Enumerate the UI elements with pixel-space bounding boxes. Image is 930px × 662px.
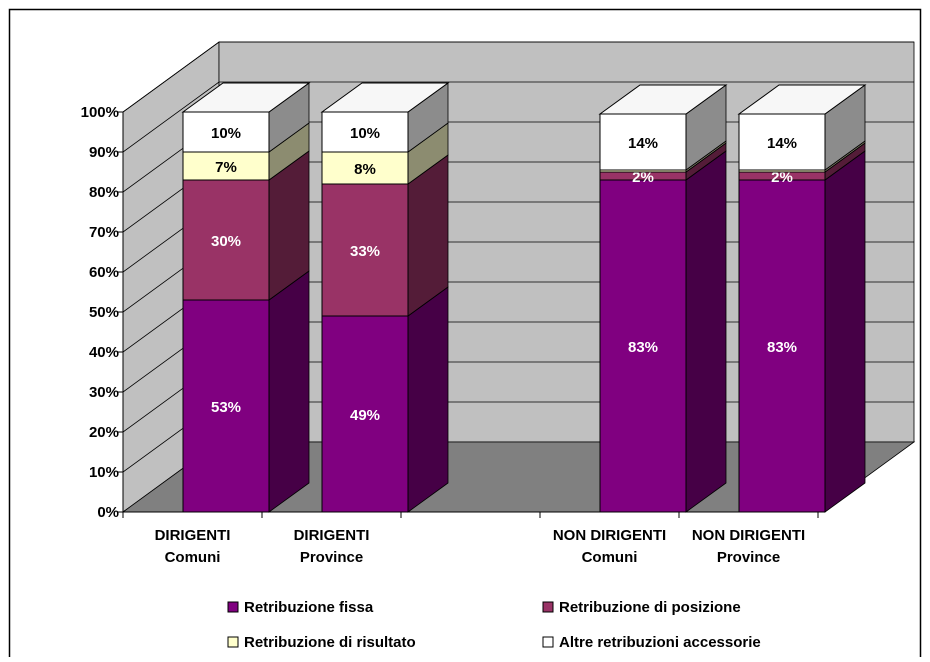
bar-segment bbox=[182, 179, 270, 301]
bar-top bbox=[181, 82, 311, 113]
legend-label: Altre retribuzioni accessorie bbox=[559, 634, 761, 651]
y-tick-label: 10% bbox=[89, 464, 119, 481]
y-tick-label: 0% bbox=[97, 504, 119, 521]
data-label: 83% bbox=[628, 339, 658, 356]
x-tick-label: Province bbox=[300, 549, 363, 566]
data-label: 10% bbox=[211, 125, 241, 142]
data-label: 8% bbox=[354, 161, 376, 178]
x-tick-label: Comuni bbox=[165, 549, 221, 566]
bar-segment-side bbox=[824, 150, 866, 513]
y-tick-label: 40% bbox=[89, 344, 119, 361]
data-label: 33% bbox=[350, 243, 380, 260]
legend: Retribuzione fissa Retribuzione di posizi… bbox=[227, 599, 761, 651]
y-tick-label: 20% bbox=[89, 424, 119, 441]
data-label: 2% bbox=[632, 169, 654, 186]
legend-swatch bbox=[227, 601, 239, 613]
bar-top bbox=[737, 84, 867, 115]
y-tick-label: 80% bbox=[89, 184, 119, 201]
bar-segment bbox=[321, 151, 409, 185]
legend-swatch bbox=[542, 601, 554, 613]
bar-segment-side bbox=[407, 286, 449, 513]
data-label: 10% bbox=[350, 125, 380, 142]
bar-segment bbox=[321, 111, 409, 153]
y-tick-label: 60% bbox=[89, 264, 119, 281]
bar-segment-side bbox=[685, 150, 727, 513]
x-tick-label: NON DIRIGENTI bbox=[553, 527, 666, 544]
bars: 53% 30% 7% 10% 49% 33% 8% 10% 83% 2% 14% 83% 2% 14% bbox=[181, 82, 867, 513]
y-tick-label: 90% bbox=[89, 144, 119, 161]
y-tick-label: 30% bbox=[89, 384, 119, 401]
legend-label: Retribuzione di risultato bbox=[244, 634, 416, 651]
x-tick-label: Comuni bbox=[582, 549, 638, 566]
gridline bbox=[122, 81, 914, 153]
y-tick-label: 50% bbox=[89, 304, 119, 321]
x-tick-label: DIRIGENTI bbox=[155, 527, 231, 544]
legend-label: Retribuzione di posizione bbox=[559, 599, 741, 616]
x-tick-label: Province bbox=[717, 549, 780, 566]
bar-top bbox=[598, 84, 728, 115]
legend-swatch bbox=[542, 636, 554, 648]
legend-swatch bbox=[227, 636, 239, 648]
bar-segment bbox=[738, 113, 826, 171]
y-tick-label: 70% bbox=[89, 224, 119, 241]
data-label: 14% bbox=[628, 135, 658, 152]
data-label: 2% bbox=[771, 169, 793, 186]
data-label: 83% bbox=[767, 339, 797, 356]
data-label: 7% bbox=[215, 159, 237, 176]
bar-top bbox=[320, 82, 450, 113]
bar-segment bbox=[182, 111, 270, 153]
data-label: 14% bbox=[767, 135, 797, 152]
legend-label: Retribuzione fissa bbox=[244, 599, 374, 616]
bar-segment bbox=[599, 179, 687, 513]
bar-segment bbox=[321, 183, 409, 317]
bar-segment bbox=[738, 179, 826, 513]
bar-segment-side bbox=[268, 270, 310, 513]
data-label: 53% bbox=[211, 399, 241, 416]
bar-segment bbox=[321, 315, 409, 513]
y-tick-label: 100% bbox=[81, 104, 119, 121]
bar-segment bbox=[599, 113, 687, 171]
x-tick-label: DIRIGENTI bbox=[294, 527, 370, 544]
gridline bbox=[122, 41, 914, 113]
axes: 0% 10% 20% 30% 40% 50% 60% 70% 80% 90% 100% DIRIGEN… bbox=[81, 104, 819, 566]
x-tick-label: NON DIRIGENTI bbox=[692, 527, 805, 544]
bar-segment bbox=[182, 151, 270, 181]
data-label: 49% bbox=[350, 407, 380, 424]
bar-segment bbox=[182, 299, 270, 513]
data-label: 30% bbox=[211, 233, 241, 250]
